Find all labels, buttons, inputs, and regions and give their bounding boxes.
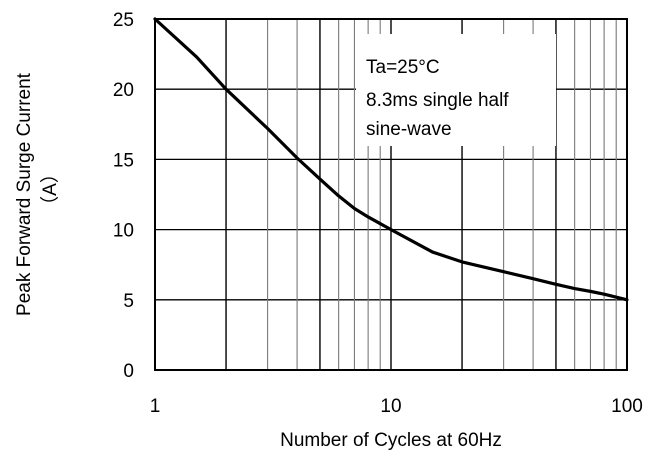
annotation-background <box>356 34 556 146</box>
y-axis-unit: （A） <box>39 164 61 215</box>
annotation-box: Ta=25°C 8.3ms single half sine-wave <box>366 57 509 140</box>
y-tick-label: 10 <box>113 221 134 242</box>
annotation-line: sine-wave <box>366 119 452 140</box>
annotation-line: 8.3ms single half <box>366 90 509 111</box>
x-tick-label: 1 <box>150 396 161 417</box>
annotation-line: Ta=25°C <box>366 57 440 78</box>
y-tick-label: 0 <box>123 361 134 382</box>
y-tick-labels: 0 5 10 15 20 25 <box>113 10 134 382</box>
y-tick-label: 15 <box>113 150 134 171</box>
x-tick-label: 100 <box>611 396 643 417</box>
y-axis-title: Peak Forward Surge Current <box>14 72 35 316</box>
plot-border <box>154 18 628 371</box>
x-tick-label: 10 <box>380 396 401 417</box>
x-tick-labels: 1 10 100 <box>150 396 643 417</box>
series-line <box>153 17 629 302</box>
y-tick-label: 25 <box>113 10 134 31</box>
y-tick-label: 20 <box>113 80 134 101</box>
y-tick-label: 5 <box>123 291 134 312</box>
x-axis-title: Number of Cycles at 60Hz <box>280 430 502 451</box>
